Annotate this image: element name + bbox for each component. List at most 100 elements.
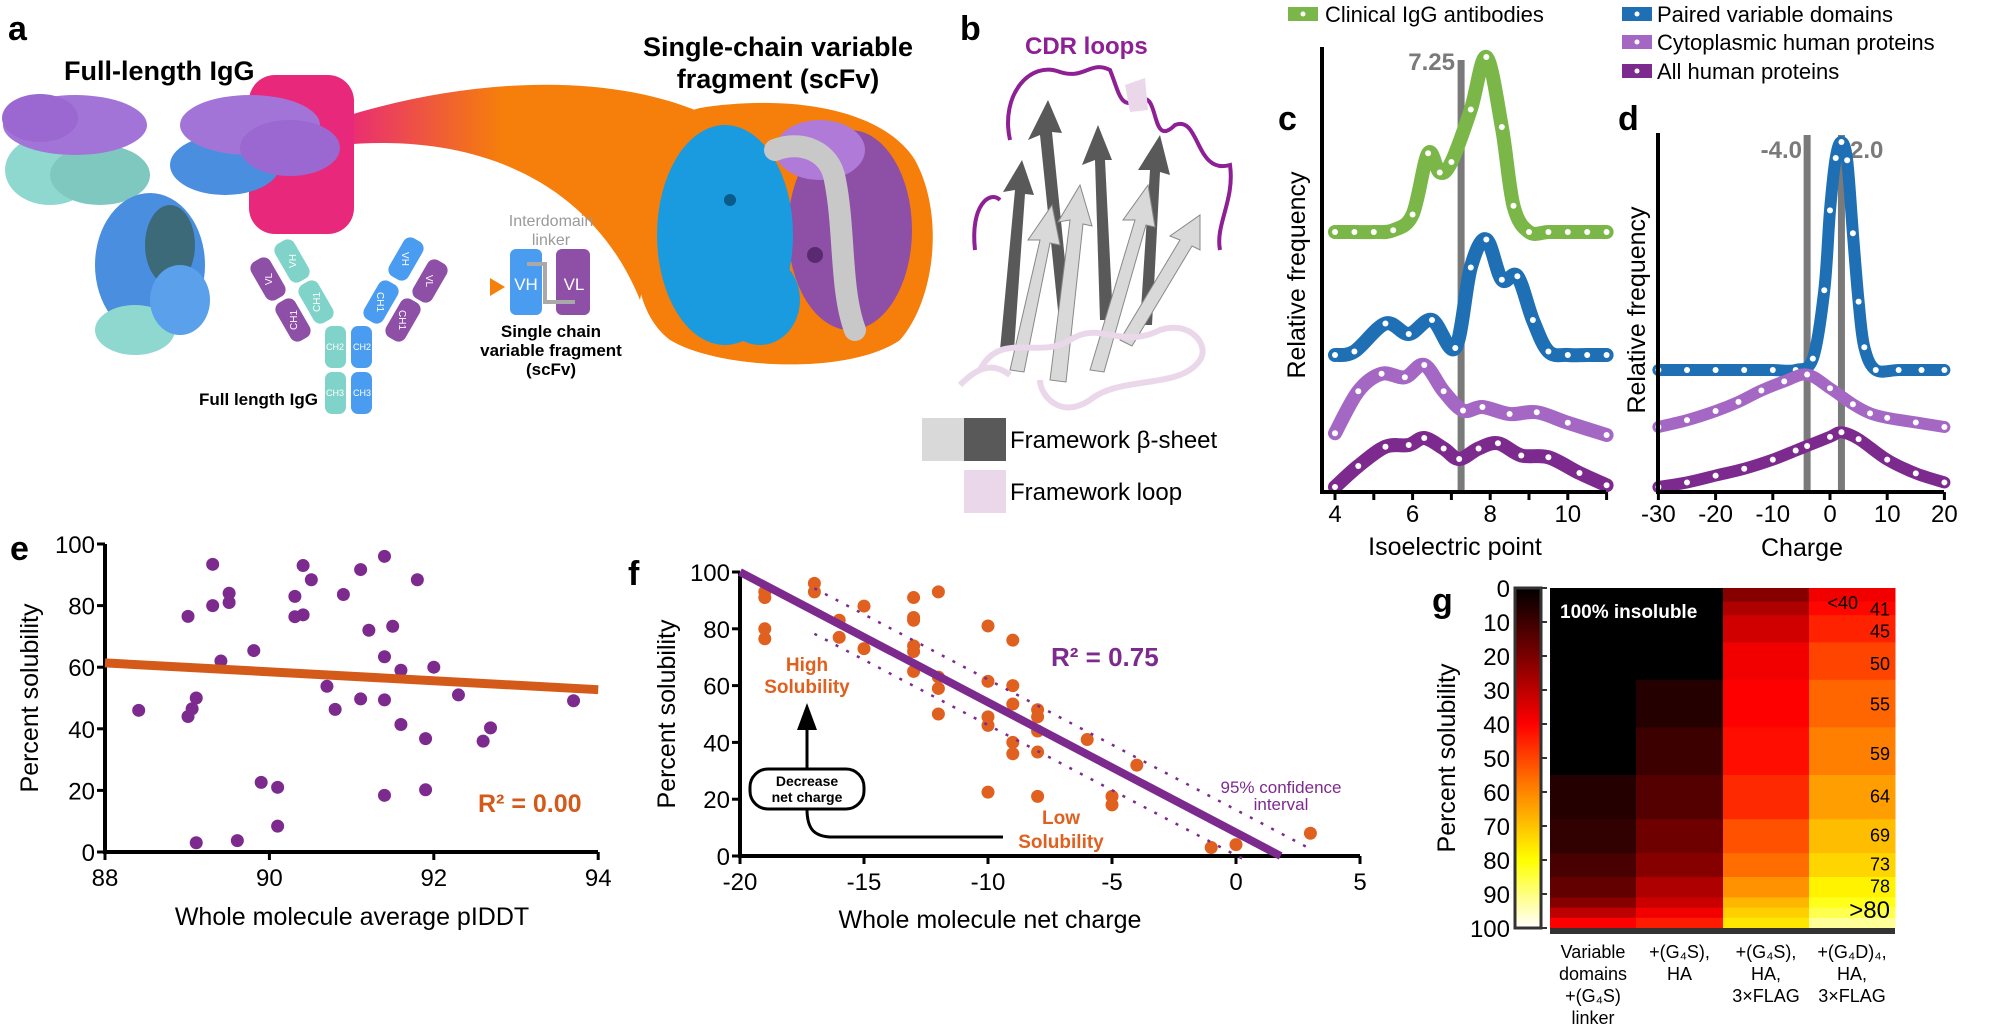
e-data-point (419, 732, 433, 746)
heatmap-cell (1723, 775, 1810, 820)
legend-item-cytoplasmic: Cytoplasmic human proteins (1622, 30, 1935, 55)
f-data-point (981, 718, 995, 732)
panel-f-charge-scatter: f Percent solubility Whole molecule net … (628, 555, 1367, 934)
c-data-point (1351, 229, 1358, 235)
c-data-point (1483, 236, 1490, 243)
heatmap-cell (1723, 917, 1810, 929)
c-data-point (1483, 54, 1490, 60)
f-callout-line1: Decrease (776, 773, 838, 789)
d-data-point (1912, 419, 1919, 426)
panel-label-f: f (628, 555, 640, 593)
f-y-tick-label: 40 (703, 730, 730, 757)
heatmap-cell (1723, 615, 1810, 643)
g-row-value-label: <40 (1827, 593, 1858, 613)
c-data-point (1514, 273, 1521, 280)
heatmap-cell (1636, 775, 1724, 820)
e-x-tick-label: 92 (420, 865, 447, 892)
heatmap-cell (1636, 853, 1724, 878)
d-data-point (1849, 401, 1856, 408)
f-data-point (981, 674, 995, 688)
c-data-point (1467, 106, 1474, 113)
c-data-point (1498, 124, 1505, 130)
colorbar (1513, 586, 1543, 930)
scfv-label-line1: Single chain (501, 322, 601, 341)
heatmap-cell (1550, 917, 1637, 929)
scfv-label-line2: variable fragment (480, 341, 622, 360)
c-data-point (1401, 374, 1408, 381)
schematic-ch3-left: CH3 (326, 388, 344, 398)
e-data-point (296, 559, 310, 573)
d-data-point (1838, 139, 1845, 145)
g-y-tick-label: 20 (1483, 644, 1510, 671)
e-data-point (394, 663, 408, 677)
f-data-point (981, 785, 995, 799)
c-data-point (1475, 445, 1482, 452)
e-y-axis-label: Percent solubility (16, 603, 44, 792)
c-series-line (1328, 431, 1614, 494)
c-data-point (1421, 362, 1428, 368)
c-series-line (1328, 232, 1614, 363)
e-data-point (181, 609, 195, 623)
d-data-point (1741, 367, 1748, 373)
schematic-ch2-left: CH2 (326, 342, 344, 352)
d-data-point (1769, 367, 1776, 373)
f-x-tick-label: -15 (847, 869, 882, 896)
c-data-point (1510, 202, 1517, 209)
e-data-point (222, 596, 236, 610)
e-data-point (476, 734, 490, 748)
d-data-point (1867, 410, 1874, 417)
d-reference-label-neg4: -4.0 (1761, 137, 1802, 164)
g-row-value-label: 64 (1870, 786, 1890, 806)
d-data-point (1861, 344, 1868, 351)
f-data-point (907, 613, 921, 627)
e-data-point (320, 679, 334, 693)
f-callout-line2: net charge (772, 789, 843, 805)
c-x-tick-label: 6 (1406, 501, 1419, 528)
g-row-value-label: 55 (1870, 695, 1890, 715)
f-callout: Decrease net charge (748, 703, 1003, 839)
g-y-tick-label: 40 (1483, 712, 1510, 739)
f-data-point (1031, 710, 1045, 724)
f-data-point (758, 622, 772, 636)
d-data-point (1855, 436, 1862, 443)
c-x-tick-label: 10 (1554, 501, 1581, 528)
heatmap-cell (1809, 615, 1896, 643)
g-row-value-label: 50 (1870, 654, 1890, 674)
g-row-value-label: 41 (1870, 599, 1890, 619)
d-reference-label-2: 2.0 (1850, 137, 1883, 164)
heatmap-column-label: Variable (1561, 942, 1626, 962)
d-series-line (1652, 368, 1951, 433)
heatmap-column-label: HA, (1751, 964, 1781, 984)
f-data-point (1229, 838, 1243, 852)
schematic-ch1-heavy-right: CH1 (374, 292, 385, 312)
heatmap-cell (1809, 727, 1896, 776)
legend-label: Paired variable domains (1657, 2, 1893, 27)
heatmap-cell (1809, 819, 1896, 854)
d-x-axis-label: Charge (1761, 534, 1843, 562)
f-x-axis-label: Whole molecule net charge (839, 906, 1142, 934)
d-data-point (1769, 456, 1776, 463)
legend-beta-sheet-label: Framework β-sheet (1010, 427, 1218, 454)
heatmap-cell (1809, 775, 1896, 820)
d-data-point (1809, 355, 1816, 362)
f-data-point (1130, 758, 1144, 772)
schematic-igg-label: Full length IgG (199, 390, 318, 409)
c-data-point (1545, 348, 1552, 355)
c-data-point (1603, 229, 1610, 235)
c-data-point (1382, 443, 1389, 450)
d-data-point (1844, 157, 1851, 164)
g-insoluble-label: 100% insoluble (1560, 602, 1697, 623)
e-data-point (254, 775, 268, 789)
schematic-ch3-right: CH3 (353, 388, 371, 398)
c-data-point (1332, 229, 1338, 235)
cdr-loops-label: CDR loops (1025, 33, 1148, 60)
legend-item-paired-variable: Paired variable domains (1622, 2, 1893, 27)
f-data-point (1006, 747, 1020, 761)
e-data-point (206, 557, 220, 571)
heatmap-cell (1723, 907, 1810, 919)
panel-label-b: b (960, 10, 981, 48)
d-data-point (1884, 456, 1891, 463)
f-data-point (832, 630, 846, 644)
c-data-point (1440, 388, 1447, 395)
g-y-tick-label: 30 (1483, 678, 1510, 705)
